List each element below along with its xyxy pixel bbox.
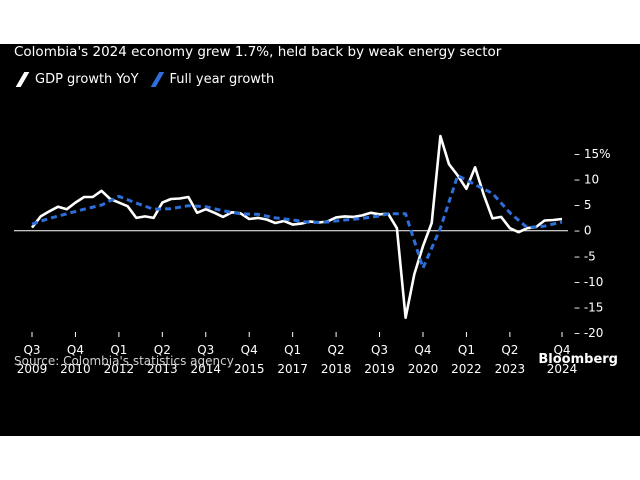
legend-item-full-year: Full year growth — [149, 72, 275, 87]
x-tick-label-quarter: Q2 — [154, 343, 171, 357]
y-tick-label: – 15% — [574, 147, 611, 161]
y-tick-label: – -5 — [574, 249, 596, 263]
x-tick-label-quarter: Q3 — [371, 343, 388, 357]
x-tick-label-year: 2012 — [104, 362, 135, 376]
x-tick-label-quarter: Q1 — [110, 343, 127, 357]
legend: GDP growth YoY Full year growth — [14, 72, 284, 87]
x-tick-label-quarter: Q2 — [501, 343, 518, 357]
x-tick-label-quarter: Q4 — [241, 343, 258, 357]
x-tick-label-year: 2024 — [547, 362, 578, 376]
chart-card — [0, 44, 640, 436]
brand-logo: Bloomberg — [538, 352, 618, 367]
x-tick-label-quarter: Q2 — [328, 343, 345, 357]
x-tick-label-year: 2018 — [321, 362, 352, 376]
series-line-full-year-growth — [31, 174, 563, 270]
x-tick-label-quarter: Q4 — [414, 343, 431, 357]
x-tick-label-quarter: Q4 — [553, 343, 570, 357]
legend-item-gdp: GDP growth YoY — [14, 72, 139, 87]
x-tick-label-year: 2015 — [234, 362, 265, 376]
source-note: Source: Colombia's statistics agency — [14, 354, 234, 368]
x-tick-label-quarter: Q3 — [197, 343, 214, 357]
y-tick-label: – -10 — [574, 275, 603, 289]
legend-label-gdp: GDP growth YoY — [35, 72, 139, 87]
x-tick-label-year: 2013 — [147, 362, 178, 376]
x-tick-label-year: 2009 — [17, 362, 48, 376]
legend-label-full-year: Full year growth — [169, 72, 275, 87]
y-tick-label: – 5 — [574, 198, 591, 212]
x-tick-label-quarter: Q3 — [23, 343, 40, 357]
x-tick-label-year: 2019 — [364, 362, 395, 376]
x-tick-label-quarter: Q1 — [458, 343, 475, 357]
y-tick-label: – 10 — [574, 173, 599, 187]
x-tick-label-year: 2022 — [451, 362, 482, 376]
x-tick-label-quarter: Q4 — [67, 343, 84, 357]
x-tick-label-year: 2014 — [190, 362, 221, 376]
chart-subtitle: Colombia's 2024 economy grew 1.7%, held … — [14, 44, 502, 60]
x-tick-label-year: 2020 — [408, 362, 439, 376]
y-tick-label: – 0 — [574, 224, 591, 238]
series-line-gdp-growth — [30, 134, 563, 320]
chart-title: Another Bad Year — [14, 21, 182, 41]
x-tick-label-quarter: Q1 — [284, 343, 301, 357]
x-tick-label-year: 2010 — [60, 362, 91, 376]
line-chart: – 15% – 10 – 5 – 0 – -5 – -10 – -15 – -20 Q3 2009… — [14, 134, 611, 376]
x-tick-label-year: 2023 — [495, 362, 526, 376]
y-tick-label: – -20 — [574, 326, 603, 340]
y-tick-label: – -15 — [574, 300, 603, 314]
x-tick-label-year: 2017 — [277, 362, 308, 376]
